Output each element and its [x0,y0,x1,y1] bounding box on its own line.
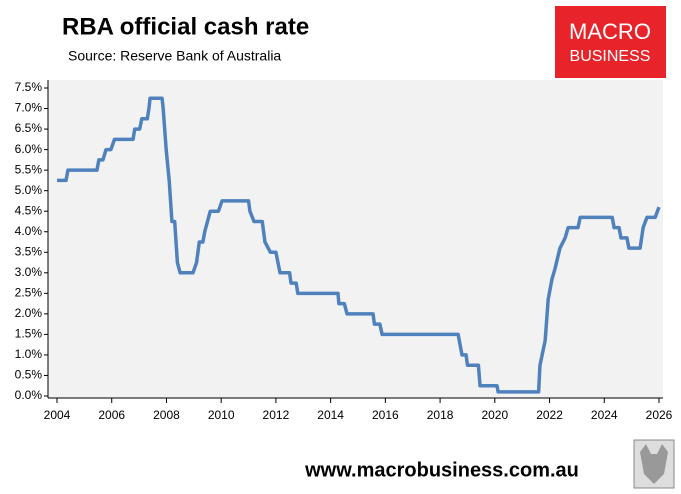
logo-text: BUSINESS [570,48,651,65]
y-tick-label: 6.5% [15,121,43,135]
y-tick-label: 0.5% [15,368,43,382]
x-tick-label: 2020 [481,408,508,422]
y-tick-label: 2.0% [15,306,43,320]
x-tick-label: 2026 [646,408,673,422]
x-tick-label: 2012 [263,408,290,422]
x-tick-label: 2022 [536,408,563,422]
chart-title: RBA official cash rate [62,13,309,40]
x-tick-label: 2024 [591,408,618,422]
x-tick-label: 2014 [317,408,344,422]
plot-area [48,80,663,398]
x-tick-label: 2006 [98,408,125,422]
y-tick-label: 2.5% [15,286,43,300]
x-tick-label: 2016 [372,408,399,422]
x-tick-label: 2004 [44,408,71,422]
y-tick-label: 7.0% [15,101,43,115]
logo-box [555,6,666,78]
y-tick-label: 4.5% [15,203,43,217]
y-tick-label: 6.0% [15,142,43,156]
data-line [57,96,661,394]
y-tick-label: 5.0% [15,183,43,197]
x-tick-label: 2018 [427,408,454,422]
y-tick-label: 7.5% [15,80,43,94]
chart-subtitle: Source: Reserve Bank of Australia [68,48,281,64]
y-tick-label: 5.5% [15,162,43,176]
y-tick-label: 3.5% [15,244,43,258]
x-tick-label: 2008 [153,408,180,422]
logo-text: MACRO [569,19,651,44]
y-tick-label: 3.0% [15,265,43,279]
footer: www.macrobusiness.com.au [304,459,579,481]
y-tick-label: 1.5% [15,327,43,341]
x-tick-label: 2010 [208,408,235,422]
y-tick-label: 0.0% [15,388,43,402]
y-tick-label: 1.0% [15,347,43,361]
y-tick-label: 4.0% [15,224,43,238]
wolf-icon [640,444,668,484]
